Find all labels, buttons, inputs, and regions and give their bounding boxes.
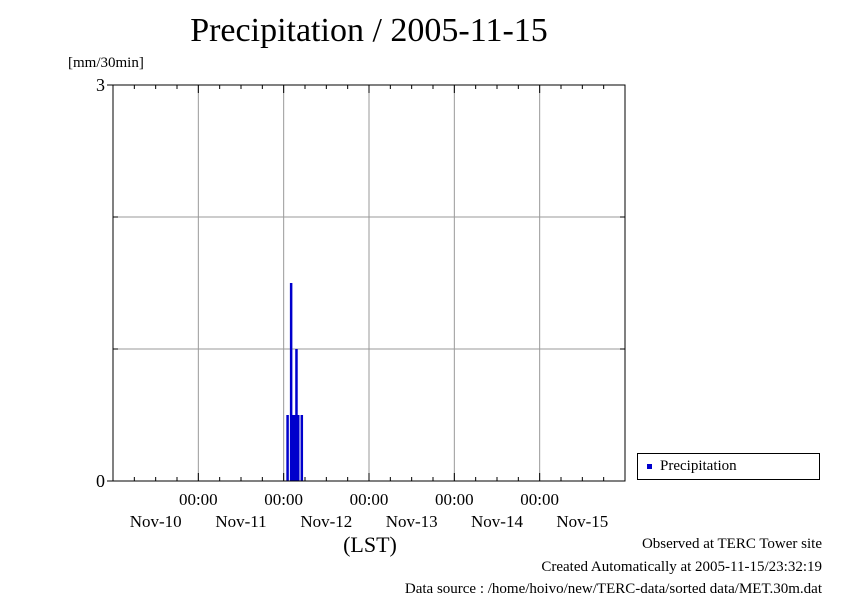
bar-series xyxy=(286,283,304,481)
x-tick-date-label: Nov-12 xyxy=(300,512,352,531)
x-tick-date-label: Nov-14 xyxy=(471,512,523,531)
x-tick-date-label: Nov-13 xyxy=(386,512,438,531)
footer-created-at: Created Automatically at 2005-11-15/23:3… xyxy=(541,559,822,575)
axis-ticks xyxy=(107,84,626,482)
precipitation-bar xyxy=(291,415,295,481)
x-tick-date-label: Nov-15 xyxy=(556,512,608,531)
x-tick-time-label: 00:00 xyxy=(264,490,303,509)
grid-lines xyxy=(113,85,625,481)
y-tick-label: 3 xyxy=(96,75,105,95)
y-tick-labels: 03 xyxy=(96,75,105,491)
precipitation-bar xyxy=(297,415,300,481)
x-tick-date-label: Nov-11 xyxy=(215,512,266,531)
precipitation-bar xyxy=(293,415,296,481)
x-tick-time-label: 00:00 xyxy=(520,490,559,509)
precipitation-bar xyxy=(295,349,298,481)
legend-label: Precipitation xyxy=(660,458,737,474)
x-tick-time-label: 00:00 xyxy=(435,490,474,509)
x-tick-time-label: 00:00 xyxy=(179,490,218,509)
footer-data-source: Data source : /home/hoivo/new/TERC-data/… xyxy=(404,581,822,597)
y-axis-unit-label: [mm/30min] xyxy=(68,55,144,71)
precipitation-bar xyxy=(289,283,293,481)
x-tick-date-label: Nov-10 xyxy=(130,512,182,531)
chart-title: Precipitation / 2005-11-15 xyxy=(190,12,548,49)
chart-legend: Precipitation xyxy=(637,453,820,480)
footer-observed-at: Observed at TERC Tower site xyxy=(641,536,822,552)
x-tick-time-label: 00:00 xyxy=(350,490,389,509)
y-tick-label: 0 xyxy=(96,471,105,491)
legend-swatch xyxy=(647,464,652,469)
x-tick-labels: 00:00 00:00 00:00 00:00 00:00 Nov-10 Nov-11 Nov… xyxy=(130,490,609,531)
precipitation-bar xyxy=(286,415,289,481)
precipitation-bar xyxy=(300,415,304,481)
x-axis-label: (LST) xyxy=(343,532,397,557)
